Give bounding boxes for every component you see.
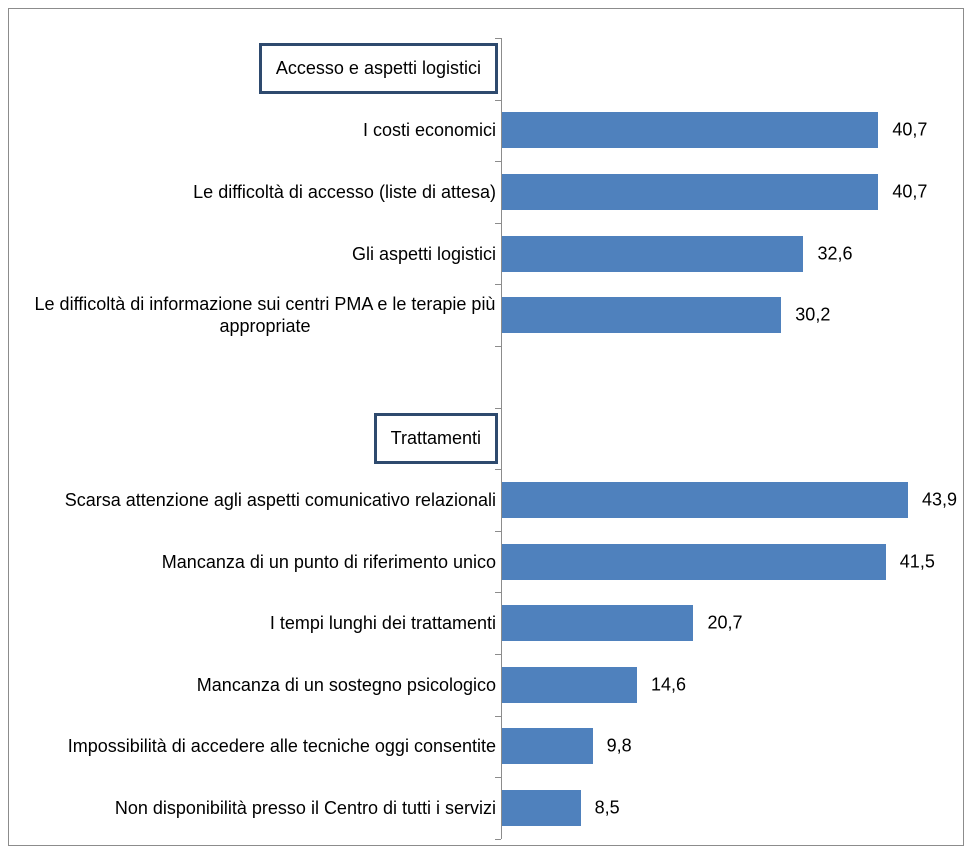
category-text: Le difficoltà di informazione sui centri… <box>34 294 496 337</box>
category-axis <box>501 38 502 839</box>
bar <box>502 174 879 210</box>
value-label: 20,7 <box>707 612 743 633</box>
axis-tick <box>495 346 501 347</box>
bar <box>502 790 581 826</box>
category-label: Impossibilità di accedere alle tecniche … <box>20 716 496 778</box>
category-text: Le difficoltà di accesso (liste di attes… <box>193 181 496 202</box>
category-label: I costi economici <box>20 100 496 162</box>
group-title: Trattamenti <box>373 412 498 464</box>
axis-tick <box>495 38 501 39</box>
axis-tick <box>495 222 501 224</box>
category-text: Impossibilità di accedere alle tecniche … <box>67 736 496 757</box>
group-title: Accesso e aspetti logistici <box>258 43 498 95</box>
category-text: Mancanza di un sostegno psicologico <box>196 674 496 695</box>
category-text: Scarsa attenzione agli aspetti comunicat… <box>64 489 496 510</box>
value-label: 40,7 <box>892 181 928 202</box>
category-label: Non disponibilità presso il Centro di tu… <box>20 777 496 839</box>
value-label: 40,7 <box>892 119 928 140</box>
category-text: I tempi lunghi dei trattamenti <box>269 613 496 634</box>
value-label: 14,6 <box>651 674 687 695</box>
category-label: Mancanza di un sostegno psicologico <box>20 654 496 716</box>
category-label: I tempi lunghi dei trattamenti <box>20 592 496 654</box>
axis-tick <box>495 161 501 163</box>
category-label: Scarsa attenzione agli aspetti comunicat… <box>20 469 496 531</box>
axis-tick <box>495 284 501 286</box>
chart-frame <box>8 8 964 846</box>
value-label: 30,2 <box>795 304 831 325</box>
bar <box>502 605 694 642</box>
category-label: Gli aspetti logistici <box>20 223 496 285</box>
value-label: 43,9 <box>922 489 958 510</box>
axis-tick <box>495 99 501 101</box>
bar <box>502 728 593 765</box>
axis-tick <box>495 838 501 840</box>
bar <box>502 543 886 580</box>
group-header: Accesso e aspetti logistici <box>0 39 498 99</box>
category-label: Mancanza di un punto di riferimento unic… <box>20 531 496 593</box>
bar <box>502 112 879 149</box>
value-label: 32,6 <box>817 243 853 264</box>
bar <box>502 482 908 518</box>
axis-tick <box>495 654 501 655</box>
value-label: 41,5 <box>899 551 935 572</box>
bar <box>502 297 782 334</box>
category-label: Le difficoltà di informazione sui centri… <box>20 284 496 346</box>
category-text: Gli aspetti logistici <box>351 243 496 264</box>
category-text: Non disponibilità presso il Centro di tu… <box>114 797 496 818</box>
axis-tick <box>495 407 501 409</box>
category-text: Mancanza di un punto di riferimento unic… <box>161 551 496 572</box>
value-label: 9,8 <box>606 735 632 756</box>
bar <box>502 666 638 703</box>
axis-tick <box>495 715 501 717</box>
axis-tick <box>495 777 501 779</box>
category-text: I costi economici <box>362 120 496 141</box>
axis-tick <box>495 469 501 471</box>
axis-tick <box>495 530 501 532</box>
value-label: 8,5 <box>594 797 620 818</box>
category-label: Le difficoltà di accesso (liste di attes… <box>20 161 496 223</box>
bar <box>502 235 804 272</box>
group-header: Trattamenti <box>0 408 498 468</box>
axis-tick <box>495 592 501 594</box>
